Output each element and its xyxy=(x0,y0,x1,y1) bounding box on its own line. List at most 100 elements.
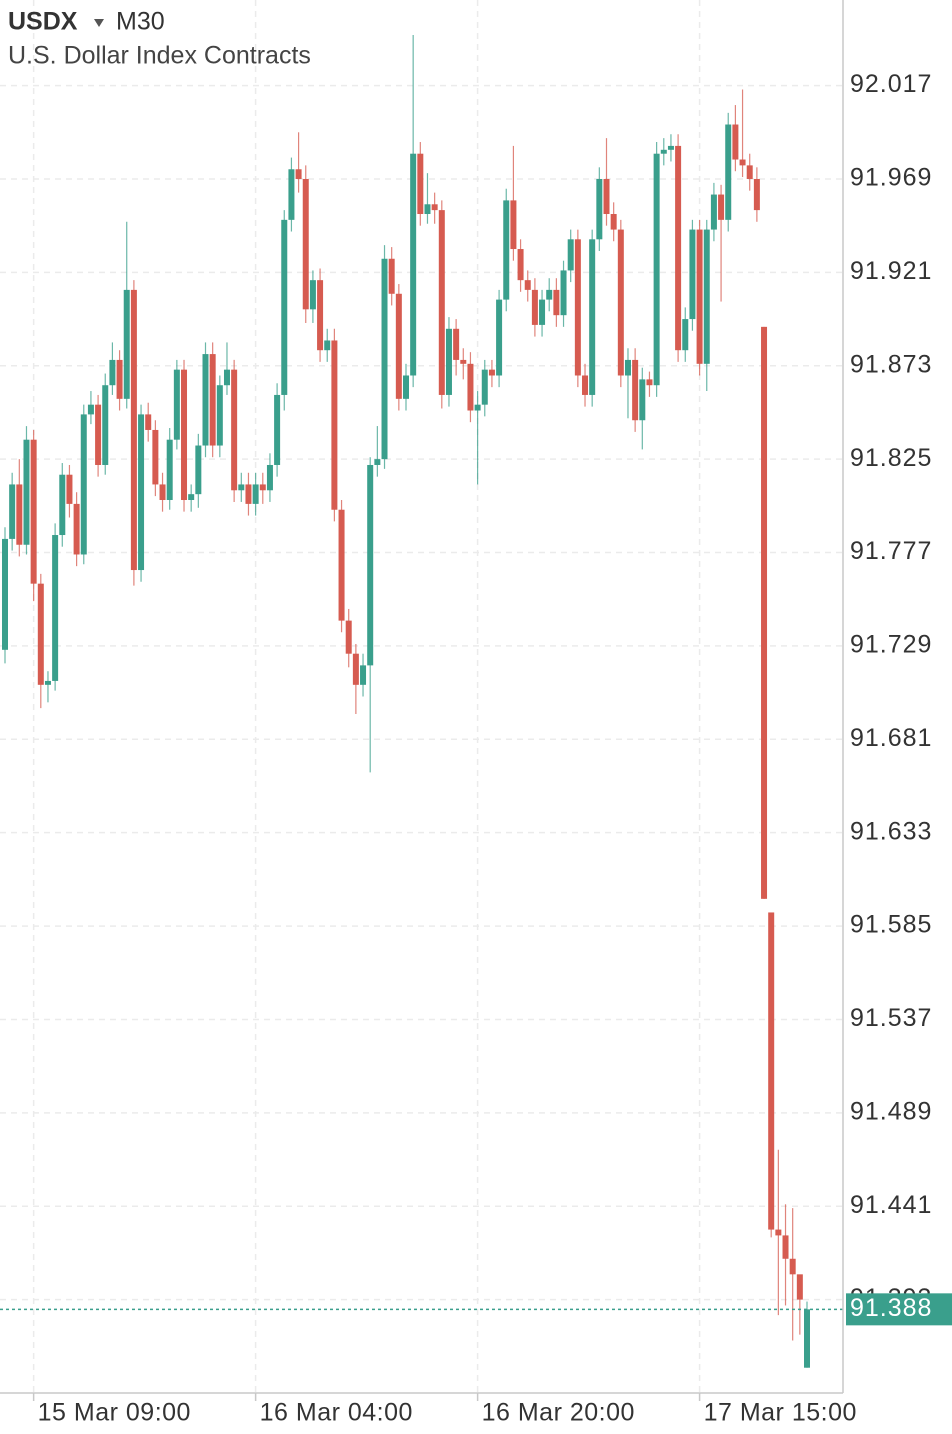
candle-body xyxy=(603,178,610,215)
y-tick-label: 91.489 xyxy=(850,1097,932,1125)
candle-body xyxy=(66,474,73,504)
candle-body xyxy=(431,204,438,211)
candle-body xyxy=(202,354,209,446)
candle-body xyxy=(173,369,180,440)
candle-body xyxy=(617,229,624,376)
candle-body xyxy=(796,1274,803,1300)
candle-body xyxy=(539,299,546,325)
candle-body xyxy=(159,484,166,501)
candle-body xyxy=(718,194,725,220)
subtitle: U.S. Dollar Index Contracts xyxy=(8,42,311,70)
candle-body xyxy=(567,239,574,271)
grid xyxy=(0,0,843,1393)
candle-body xyxy=(660,149,667,154)
candle-body xyxy=(309,280,316,310)
candle-body xyxy=(30,439,37,584)
candle-body xyxy=(345,620,352,654)
candle-body xyxy=(44,680,51,685)
candle-body xyxy=(231,369,238,491)
candle-body xyxy=(281,219,288,395)
y-tick-label: 91.585 xyxy=(850,911,932,939)
candle-body xyxy=(331,340,338,510)
candle-body xyxy=(610,214,617,230)
candle-body xyxy=(531,289,538,325)
candle-body xyxy=(274,394,281,465)
candle-body xyxy=(746,165,753,179)
candle-body xyxy=(395,293,402,399)
candle-body xyxy=(403,375,409,399)
candle-body xyxy=(510,200,517,250)
candle-body xyxy=(624,359,631,376)
candle-body xyxy=(474,404,481,411)
candle-body xyxy=(524,280,531,290)
candle-body xyxy=(438,210,445,395)
candle-body xyxy=(460,359,467,364)
candle-body xyxy=(37,583,44,685)
candle-body xyxy=(467,363,474,411)
candle-body xyxy=(596,178,603,240)
candle-body xyxy=(138,414,145,571)
candle-body xyxy=(152,429,159,485)
candle-body xyxy=(73,503,80,555)
candle-body xyxy=(725,124,732,220)
candle-body xyxy=(646,379,653,386)
candle-body xyxy=(102,385,109,465)
y-tick-label: 91.777 xyxy=(850,537,932,565)
candle-body xyxy=(123,289,130,399)
candle-body xyxy=(488,369,495,376)
candle-body xyxy=(589,239,596,395)
y-tick-label: 91.537 xyxy=(850,1004,932,1032)
candle-body xyxy=(130,289,137,571)
candle-body xyxy=(209,354,216,446)
candle-body xyxy=(653,153,660,386)
candle-body xyxy=(703,229,710,364)
candle-body xyxy=(360,665,367,685)
axis-labels: 92.017 91.969 91.921 91.873 91.825 91.777 91.7… xyxy=(32,70,952,1427)
y-tick-label: 91.825 xyxy=(850,444,932,472)
candle-body xyxy=(410,153,417,376)
candle-body xyxy=(188,494,195,501)
candle-body xyxy=(689,229,696,320)
candle-body xyxy=(804,1309,810,1368)
candle-body xyxy=(324,340,331,351)
candle-body xyxy=(2,538,8,650)
candle-body xyxy=(732,124,739,160)
y-tick-label: 91.441 xyxy=(850,1191,932,1219)
candle-body xyxy=(710,194,717,230)
candle-body xyxy=(367,464,374,666)
candle-body xyxy=(338,509,345,621)
candle-body xyxy=(753,178,760,211)
candle-body xyxy=(667,145,674,150)
x-tick-label: 16 Mar 20:00 xyxy=(482,1399,635,1427)
candle-body xyxy=(216,385,223,446)
candle-body xyxy=(266,464,273,491)
candle-body xyxy=(302,178,309,310)
candle-body xyxy=(496,299,503,376)
x-tick-label: 17 Mar 15:00 xyxy=(704,1399,857,1427)
candle-body xyxy=(675,145,682,351)
candle-body xyxy=(639,379,646,421)
candle-body xyxy=(259,484,266,491)
candle-body xyxy=(560,270,567,316)
candle-body xyxy=(116,359,123,399)
candle-body xyxy=(696,229,703,364)
candle-body xyxy=(782,1235,789,1259)
candle-body xyxy=(245,484,252,504)
dropdown-arrow[interactable] xyxy=(94,19,104,27)
candle-body xyxy=(16,484,23,545)
candle-body xyxy=(388,258,395,294)
candle-body xyxy=(553,289,560,316)
candle-body xyxy=(775,1229,782,1236)
candle-body xyxy=(424,204,431,215)
y-tick-label: 91.969 xyxy=(850,164,932,192)
candle-body xyxy=(582,375,589,395)
candle-body xyxy=(761,326,768,899)
candles xyxy=(0,35,843,1368)
candle-body xyxy=(223,369,230,386)
y-tick-label: 91.873 xyxy=(850,350,932,378)
candle-body xyxy=(739,159,746,166)
timeframe[interactable]: M30 xyxy=(116,8,165,36)
symbol: USDX xyxy=(8,8,78,36)
candle-body xyxy=(417,153,424,215)
